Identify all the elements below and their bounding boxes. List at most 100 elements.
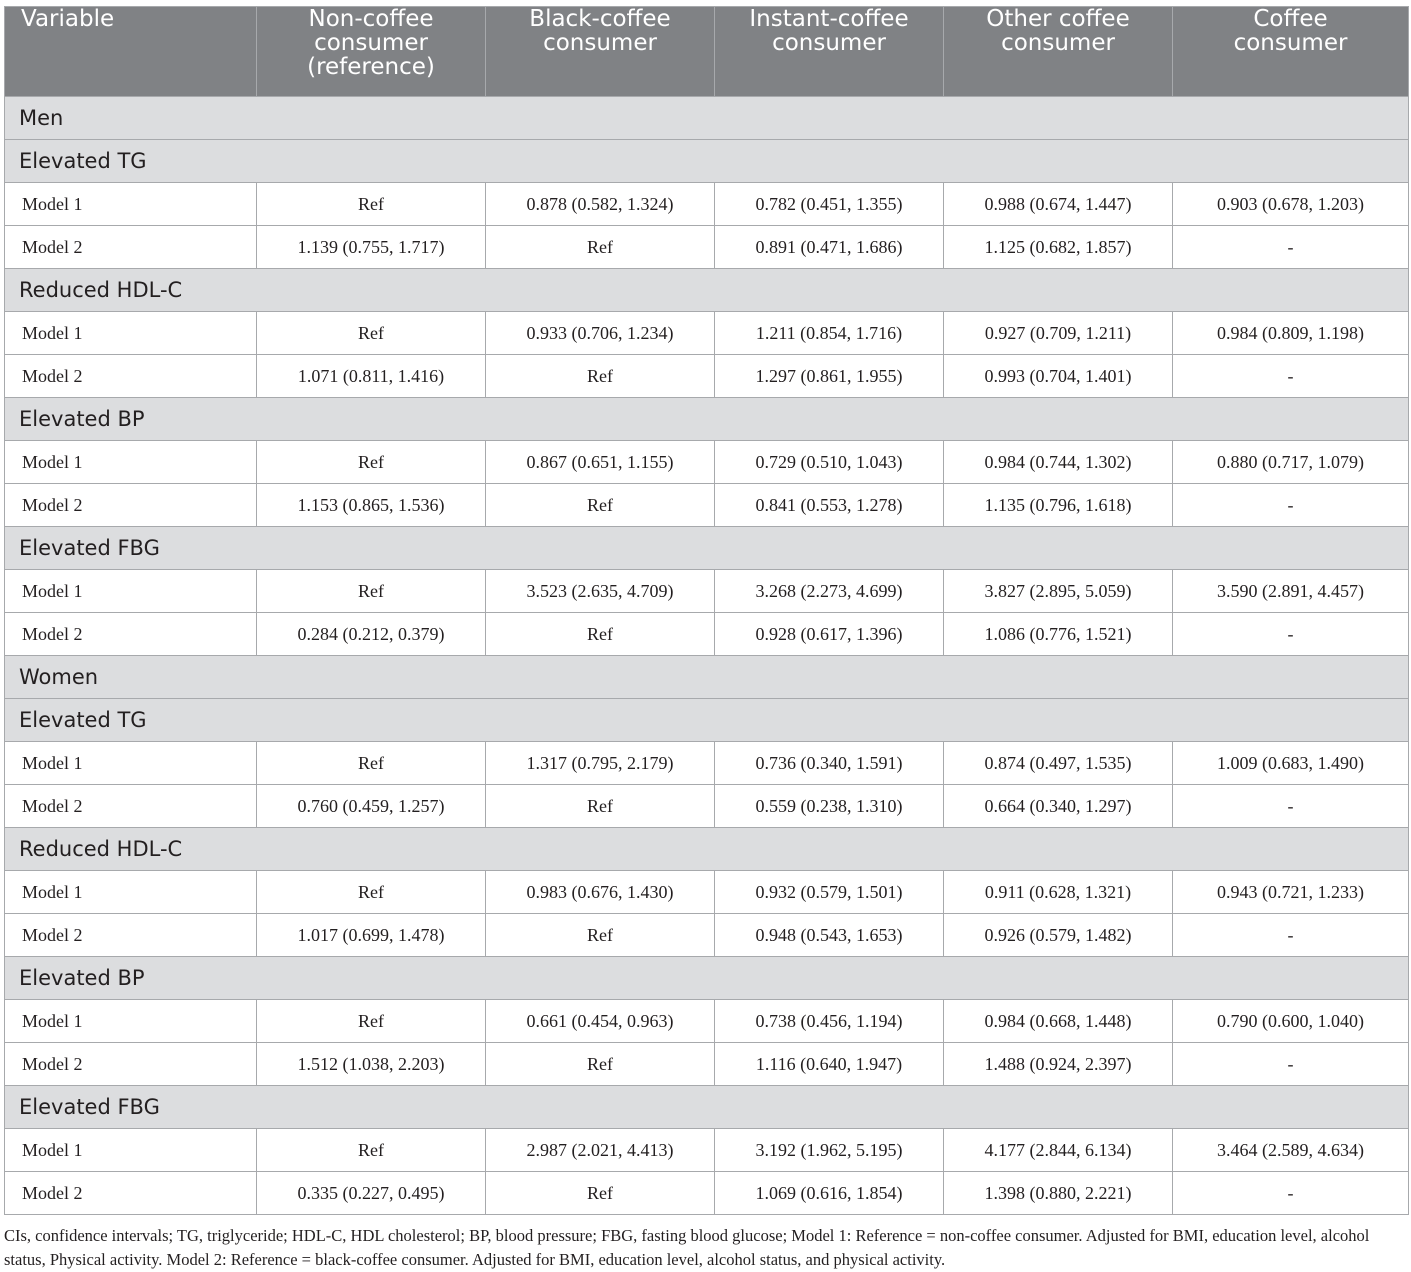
cell-instant-coffee: 0.782 (0.451, 1.355) bbox=[714, 182, 944, 226]
cell-instant-coffee: 0.891 (0.471, 1.686) bbox=[714, 225, 944, 269]
table-row: Model 2 1.512 (1.038, 2.203) Ref 1.116 (0.6… bbox=[4, 1042, 1409, 1086]
table-row: Model 1 Ref 0.878 (0.582, 1.324) 0.782 (0.4… bbox=[4, 182, 1409, 226]
cell-instant-coffee: 0.738 (0.456, 1.194) bbox=[714, 999, 944, 1043]
cell-instant-coffee: 3.268 (2.273, 4.699) bbox=[714, 569, 944, 613]
cell-other-coffee: 4.177 (2.844, 6.134) bbox=[943, 1128, 1173, 1172]
cell-instant-coffee: 0.559 (0.238, 1.310) bbox=[714, 784, 944, 828]
model-label: Model 2 bbox=[4, 1042, 257, 1086]
cell-instant-coffee: 1.069 (0.616, 1.854) bbox=[714, 1171, 944, 1215]
table-row: Model 2 1.017 (0.699, 1.478) Ref 0.948 (0.5… bbox=[4, 913, 1409, 957]
group-row: Elevated TG bbox=[4, 139, 1409, 183]
cell-other-coffee: 0.927 (0.709, 1.211) bbox=[943, 311, 1173, 355]
cell-non-coffee: Ref bbox=[256, 741, 486, 785]
model-label: Model 1 bbox=[4, 1128, 257, 1172]
cell-non-coffee: 1.153 (0.865, 1.536) bbox=[256, 483, 486, 527]
model-label: Model 2 bbox=[4, 612, 257, 656]
model-label: Model 2 bbox=[4, 1171, 257, 1215]
cell-coffee: - bbox=[1172, 1171, 1409, 1215]
table-header: Variable Non-coffee consumer (reference) Bla… bbox=[4, 6, 1409, 97]
cell-other-coffee: 0.911 (0.628, 1.321) bbox=[943, 870, 1173, 914]
table-row: Model 1 Ref 1.317 (0.795, 2.179) 0.736 (0.3… bbox=[4, 741, 1409, 785]
group-label: Elevated TG bbox=[4, 698, 1409, 742]
cell-coffee: - bbox=[1172, 913, 1409, 957]
cell-black-coffee: Ref bbox=[485, 784, 715, 828]
column-header-variable: Variable bbox=[4, 6, 257, 97]
cell-instant-coffee: 0.932 (0.579, 1.501) bbox=[714, 870, 944, 914]
model-label: Model 2 bbox=[4, 913, 257, 957]
table-row: Model 2 1.139 (0.755, 1.717) Ref 0.891 (0.4… bbox=[4, 225, 1409, 269]
column-header-line: consumer bbox=[314, 30, 428, 56]
table-footnote: CIs, confidence intervals; TG, triglycer… bbox=[4, 1226, 1370, 1269]
cell-coffee: 0.984 (0.809, 1.198) bbox=[1172, 311, 1409, 355]
cell-non-coffee: Ref bbox=[256, 311, 486, 355]
column-header-line: (reference) bbox=[307, 54, 435, 80]
model-label: Model 1 bbox=[4, 870, 257, 914]
model-label: Model 2 bbox=[4, 483, 257, 527]
column-header-non-coffee: Non-coffee consumer (reference) bbox=[256, 6, 486, 97]
model-label: Model 1 bbox=[4, 741, 257, 785]
table-row: Model 2 0.335 (0.227, 0.495) Ref 1.069 (0.6… bbox=[4, 1171, 1409, 1215]
cell-non-coffee: 1.071 (0.811, 1.416) bbox=[256, 354, 486, 398]
column-header-line: Other coffee bbox=[986, 6, 1130, 32]
cell-non-coffee: 1.017 (0.699, 1.478) bbox=[256, 913, 486, 957]
cell-non-coffee: Ref bbox=[256, 440, 486, 484]
group-row: Men bbox=[4, 96, 1409, 140]
cell-non-coffee: Ref bbox=[256, 1128, 486, 1172]
column-header-line: consumer bbox=[1233, 30, 1348, 56]
cell-coffee: 0.903 (0.678, 1.203) bbox=[1172, 182, 1409, 226]
cell-other-coffee: 0.993 (0.704, 1.401) bbox=[943, 354, 1173, 398]
group-label: Elevated TG bbox=[4, 139, 1409, 183]
cell-black-coffee: Ref bbox=[485, 1171, 715, 1215]
column-header-line: Coffee bbox=[1253, 6, 1328, 32]
cell-black-coffee: Ref bbox=[485, 354, 715, 398]
cell-instant-coffee: 0.948 (0.543, 1.653) bbox=[714, 913, 944, 957]
group-row: Elevated TG bbox=[4, 698, 1409, 742]
cell-black-coffee: Ref bbox=[485, 225, 715, 269]
column-header-line: Variable bbox=[21, 6, 115, 32]
group-label: Elevated BP bbox=[4, 956, 1409, 1000]
group-label: Reduced HDL-C bbox=[4, 268, 1409, 312]
group-row: Reduced HDL-C bbox=[4, 268, 1409, 312]
model-label: Model 2 bbox=[4, 354, 257, 398]
cell-other-coffee: 0.984 (0.744, 1.302) bbox=[943, 440, 1173, 484]
cell-other-coffee: 0.874 (0.497, 1.535) bbox=[943, 741, 1173, 785]
cell-coffee: 3.590 (2.891, 4.457) bbox=[1172, 569, 1409, 613]
cell-coffee: - bbox=[1172, 483, 1409, 527]
cell-other-coffee: 1.488 (0.924, 2.397) bbox=[943, 1042, 1173, 1086]
cell-coffee: 1.009 (0.683, 1.490) bbox=[1172, 741, 1409, 785]
cell-coffee: - bbox=[1172, 1042, 1409, 1086]
cell-other-coffee: 1.398 (0.880, 2.221) bbox=[943, 1171, 1173, 1215]
group-row: Reduced HDL-C bbox=[4, 827, 1409, 871]
group-row: Women bbox=[4, 655, 1409, 699]
cell-coffee: - bbox=[1172, 354, 1409, 398]
column-header-line: Instant-coffee bbox=[749, 6, 909, 32]
cell-other-coffee: 3.827 (2.895, 5.059) bbox=[943, 569, 1173, 613]
table-row: Model 1 Ref 2.987 (2.021, 4.413) 3.192 (1.9… bbox=[4, 1128, 1409, 1172]
cell-coffee: - bbox=[1172, 225, 1409, 269]
cell-black-coffee: 1.317 (0.795, 2.179) bbox=[485, 741, 715, 785]
cell-instant-coffee: 0.729 (0.510, 1.043) bbox=[714, 440, 944, 484]
cell-instant-coffee: 1.211 (0.854, 1.716) bbox=[714, 311, 944, 355]
group-label: Elevated FBG bbox=[4, 526, 1409, 570]
cell-black-coffee: Ref bbox=[485, 483, 715, 527]
cell-instant-coffee: 0.841 (0.553, 1.278) bbox=[714, 483, 944, 527]
column-header-line: Black-coffee bbox=[529, 6, 671, 32]
column-header-other-coffee: Other coffee consumer bbox=[943, 6, 1173, 97]
group-label: Women bbox=[4, 655, 1409, 699]
table-row: Model 2 1.153 (0.865, 1.536) Ref 0.841 (0.5… bbox=[4, 483, 1409, 527]
cell-other-coffee: 0.664 (0.340, 1.297) bbox=[943, 784, 1173, 828]
cell-black-coffee: 2.987 (2.021, 4.413) bbox=[485, 1128, 715, 1172]
cell-other-coffee: 0.988 (0.674, 1.447) bbox=[943, 182, 1173, 226]
cell-instant-coffee: 1.116 (0.640, 1.947) bbox=[714, 1042, 944, 1086]
column-header-black-coffee: Black-coffee consumer bbox=[485, 6, 715, 97]
cell-black-coffee: Ref bbox=[485, 913, 715, 957]
model-label: Model 2 bbox=[4, 225, 257, 269]
header-row: Variable Non-coffee consumer (reference) Bla… bbox=[4, 6, 1409, 97]
model-label: Model 1 bbox=[4, 999, 257, 1043]
model-label: Model 1 bbox=[4, 311, 257, 355]
cell-coffee: 0.790 (0.600, 1.040) bbox=[1172, 999, 1409, 1043]
cell-coffee: - bbox=[1172, 784, 1409, 828]
column-header-line: consumer bbox=[543, 30, 657, 56]
model-label: Model 1 bbox=[4, 440, 257, 484]
table-body: Men Elevated TG Model 1 Ref 0.878 (0.582, 1.… bbox=[4, 96, 1409, 1215]
